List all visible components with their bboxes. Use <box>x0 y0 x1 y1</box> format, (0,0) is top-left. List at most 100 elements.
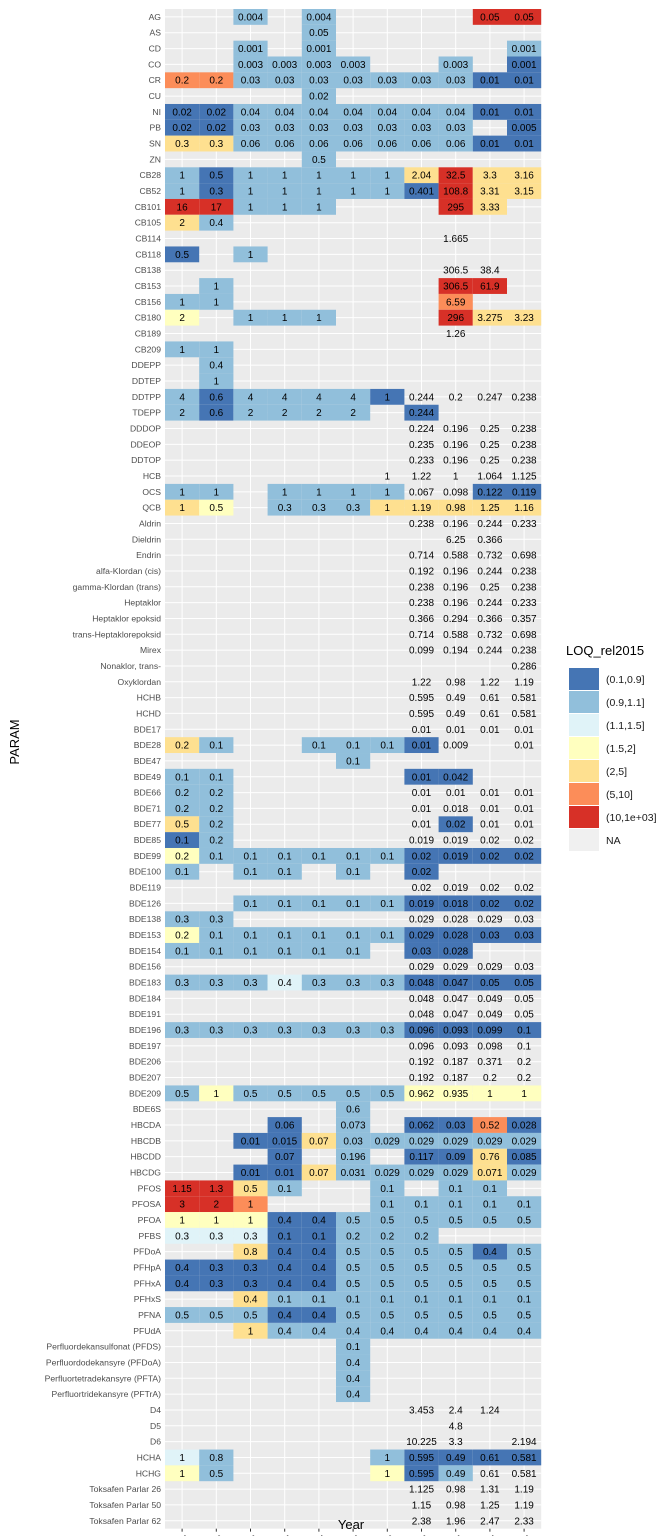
cell-value-label: 0.01 <box>514 804 534 815</box>
cell-value-label: 0.004 <box>238 12 263 23</box>
heatmap-cell <box>404 1291 439 1308</box>
heatmap-cell <box>233 1275 268 1292</box>
cell-value-label: 0.1 <box>517 1200 531 1211</box>
cell-value-label: 0.1 <box>346 946 360 957</box>
heatmap-cell <box>199 1275 234 1292</box>
cell-value-label: 0.047 <box>443 994 468 1005</box>
cell-value-label: 0.192 <box>409 1073 434 1084</box>
heatmap-cell <box>336 1307 371 1323</box>
cell-value-label: 0.07 <box>309 1168 329 1179</box>
cell-value-label: 32.5 <box>446 171 466 182</box>
cell-value-label: 0.235 <box>409 440 434 451</box>
cell-value-label: 0.01 <box>241 1168 261 1179</box>
heatmap-cell <box>233 863 268 880</box>
cell-value-label: 0.042 <box>443 772 468 783</box>
heatmap-cell <box>165 1275 200 1292</box>
heatmap-cell <box>233 1180 268 1197</box>
cell-value-label: 0.5 <box>244 1310 258 1321</box>
y-tick-label: PFBS <box>139 1231 162 1241</box>
cell-value-label: 61.9 <box>480 282 500 293</box>
heatmap-cell <box>370 183 405 199</box>
heatmap-cell <box>199 832 234 848</box>
cell-value-label: 0.25 <box>480 456 500 467</box>
heatmap-cell <box>472 895 507 912</box>
heatmap-cell <box>438 1085 473 1102</box>
cell-value-label: 1 <box>248 1326 254 1337</box>
heatmap-cell <box>267 404 302 421</box>
cell-value-label: 0.4 <box>449 1326 463 1337</box>
cell-value-label: 2 <box>214 1200 220 1211</box>
legend-key <box>569 691 599 713</box>
y-tick-label: HCHD <box>136 708 161 718</box>
heatmap-cell <box>507 847 542 864</box>
heatmap-cell <box>370 1291 405 1308</box>
cell-value-label: 0.2 <box>517 1057 531 1068</box>
heatmap-cell <box>165 167 200 184</box>
y-tick-label: BDE49 <box>134 772 161 782</box>
heatmap-cell <box>370 737 405 754</box>
cell-value-label: 0.5 <box>517 1263 531 1274</box>
cell-value-label: 0.003 <box>238 60 263 71</box>
cell-value-label: 0.4 <box>312 1310 326 1321</box>
heatmap-cell <box>472 1449 507 1466</box>
cell-value-label: 0.233 <box>512 519 537 530</box>
cell-value-label: 0.196 <box>443 582 468 593</box>
legend-label: (1.5,2] <box>606 743 636 755</box>
cell-value-label: 1 <box>179 187 185 198</box>
cell-value-label: 0.048 <box>409 1010 434 1021</box>
cell-value-label: 0.03 <box>412 946 432 957</box>
heatmap-cell <box>267 847 302 864</box>
cell-value-label: 0.3 <box>209 1263 223 1274</box>
cell-value-label: 1 <box>214 1089 220 1100</box>
heatmap-cell <box>472 103 507 120</box>
cell-value-label: 0.5 <box>380 1263 394 1274</box>
cell-value-label: 0.98 <box>446 1485 466 1496</box>
y-tick-label: CB138 <box>135 265 161 275</box>
cell-value-label: 0.05 <box>309 28 329 39</box>
heatmap-cell <box>199 768 234 785</box>
heatmap-cell <box>507 1164 542 1181</box>
cell-value-label: 0.1 <box>175 836 189 847</box>
cell-value-label: 0.1 <box>244 899 258 910</box>
cell-value-label: 0.03 <box>275 123 295 134</box>
heatmap-cell <box>336 753 371 769</box>
heatmap-cell <box>267 1148 302 1165</box>
cell-value-label: 0.071 <box>477 1168 502 1179</box>
heatmap-cell <box>472 1291 507 1308</box>
cell-value-label: 0.03 <box>309 76 329 87</box>
cell-value-label: 1 <box>214 297 220 308</box>
heatmap-cell <box>404 1449 439 1466</box>
cell-value-label: 0.233 <box>512 598 537 609</box>
cell-value-label: 38.4 <box>480 266 500 277</box>
cell-value-label: 0.5 <box>244 1184 258 1195</box>
heatmap-cell <box>199 404 234 421</box>
cell-value-label: 0.4 <box>209 361 223 372</box>
heatmap-cell <box>507 1291 542 1308</box>
y-tick-label: CB114 <box>135 234 161 244</box>
heatmap-cell <box>199 373 234 389</box>
x-tick-label: 2015 <box>347 1534 365 1536</box>
cell-value-label: 0.581 <box>512 1453 537 1464</box>
heatmap-cell <box>165 1180 200 1197</box>
y-tick-label: BDE71 <box>134 803 161 813</box>
heatmap-cell <box>199 1227 234 1244</box>
heatmap-cell <box>301 183 336 199</box>
heatmap-cell <box>438 135 473 152</box>
cell-value-label: 0.1 <box>209 851 223 862</box>
cell-value-label: 0.3 <box>209 978 223 989</box>
heatmap-cell <box>233 198 268 215</box>
heatmap-cell <box>233 1212 268 1228</box>
cell-value-label: 0.196 <box>341 1152 366 1163</box>
x-tick-label: 2018 <box>450 1534 468 1536</box>
cell-value-label: 0.2 <box>209 788 223 799</box>
y-tick-label: D6 <box>150 1437 161 1447</box>
cell-value-label: 0.1 <box>209 772 223 783</box>
cell-value-label: 0.01 <box>514 820 534 831</box>
cell-value-label: 0.098 <box>443 487 468 498</box>
cell-value-label: 0.01 <box>514 788 534 799</box>
x-tick-label: 2013 <box>279 1534 297 1536</box>
heatmap-cell <box>199 1212 234 1228</box>
cell-value-label: 0.03 <box>514 931 534 942</box>
cell-value-label: 0.03 <box>309 123 329 134</box>
cell-value-label: 0.003 <box>341 60 366 71</box>
